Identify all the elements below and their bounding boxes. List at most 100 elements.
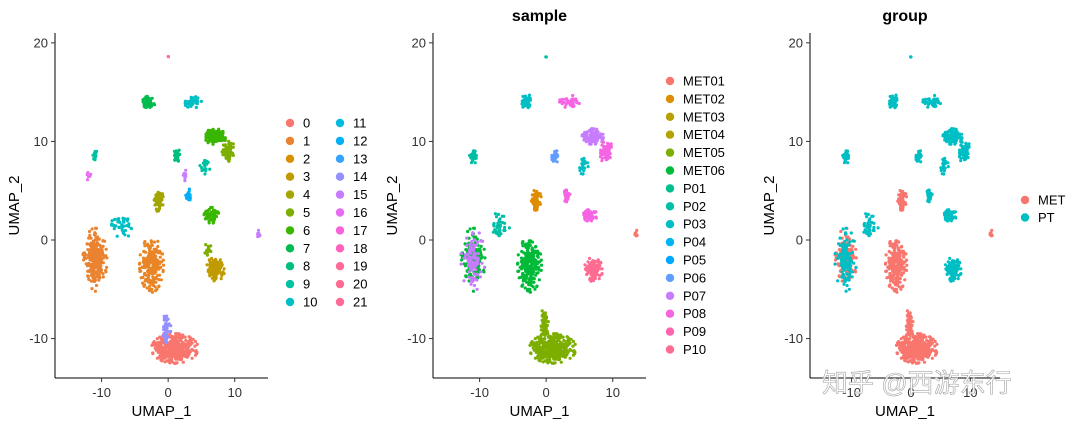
legend-item: MET03	[666, 109, 725, 124]
scatter-point	[547, 320, 550, 323]
scatter-point	[540, 195, 543, 198]
scatter-point	[569, 349, 572, 352]
scatter-point	[105, 248, 108, 251]
cluster-points	[884, 239, 909, 294]
legend-key	[666, 131, 674, 139]
scatter-point	[571, 345, 574, 348]
scatter-point	[204, 167, 207, 170]
cluster-points	[582, 208, 598, 222]
scatter-point	[915, 362, 918, 365]
scatter-point	[147, 264, 150, 267]
scatter-point	[483, 248, 486, 251]
scatter-point	[460, 252, 463, 255]
legend-label: P02	[683, 199, 706, 214]
legend-label: P01	[683, 181, 706, 196]
scatter-point	[184, 194, 187, 197]
scatter-point	[896, 352, 899, 355]
legend-item: P03	[666, 217, 706, 232]
legend-label: 17	[353, 223, 367, 238]
scatter-point	[919, 149, 922, 152]
scatter-point	[551, 350, 554, 353]
scatter-point	[950, 219, 953, 222]
scatter-point	[590, 127, 593, 130]
scatter-point	[572, 105, 575, 108]
legend-label: 13	[353, 151, 367, 166]
scatter-point	[570, 338, 573, 341]
legend-key	[666, 292, 674, 300]
scatter-point	[840, 261, 843, 264]
scatter-point	[903, 344, 906, 347]
x-tick-label: 0	[165, 385, 172, 400]
scatter-point	[889, 95, 892, 98]
scatter-point	[958, 155, 961, 158]
legend-key	[666, 327, 674, 335]
scatter-point	[475, 243, 478, 246]
scatter-point	[210, 257, 213, 260]
scatter-points	[82, 55, 262, 365]
scatter-point	[963, 156, 966, 159]
scatter-point	[842, 242, 845, 245]
cluster-points	[468, 149, 478, 164]
legend-label: P06	[683, 270, 706, 285]
scatter-point	[181, 336, 184, 339]
scatter-point	[98, 260, 101, 263]
scatter-point	[93, 155, 96, 158]
scatter-point	[156, 245, 159, 248]
legend-key	[286, 119, 294, 127]
scatter-point	[517, 270, 520, 273]
scatter-point	[554, 352, 557, 355]
scatter-point	[529, 352, 532, 355]
y-tick-label: 10	[412, 134, 426, 149]
scatter-point	[919, 335, 922, 338]
scatter-point	[851, 270, 854, 273]
scatter-point	[503, 226, 506, 229]
cluster-points	[516, 239, 543, 294]
scatter-point	[899, 277, 902, 280]
cluster-points	[182, 169, 188, 183]
scatter-point	[169, 355, 172, 358]
scatter-point	[209, 206, 212, 209]
scatter-point	[836, 279, 839, 282]
scatter-point	[581, 134, 584, 137]
scatter-point	[195, 352, 198, 355]
scatter-point	[963, 148, 966, 151]
scatter-point	[544, 329, 547, 332]
scatter-point	[899, 204, 902, 207]
scatter-point	[957, 277, 960, 280]
scatter-point	[91, 273, 94, 276]
scatter-point	[104, 269, 107, 272]
scatter-point	[560, 361, 563, 364]
scatter-point	[888, 100, 891, 103]
scatter-point	[195, 106, 198, 109]
scatter-point	[908, 347, 911, 350]
legend-key	[286, 280, 294, 288]
scatter-point	[885, 253, 888, 256]
scatter-point	[907, 323, 910, 326]
scatter-point	[531, 273, 534, 276]
scatter-point	[477, 257, 480, 260]
scatter-point	[920, 347, 923, 350]
scatter-point	[95, 284, 98, 287]
scatter-point	[476, 238, 479, 241]
scatter-point	[958, 149, 961, 152]
scatter-point	[215, 260, 218, 263]
scatter-point	[189, 336, 192, 339]
cluster-points	[944, 257, 963, 283]
scatter-point	[910, 317, 913, 320]
scatter-point	[178, 347, 181, 350]
scatter-point	[899, 288, 902, 291]
scatter-point	[587, 165, 590, 168]
legend-label: P09	[683, 324, 706, 339]
scatter-point	[928, 345, 931, 348]
scatter-point	[478, 231, 481, 234]
scatter-point	[891, 266, 894, 269]
scatter-point	[954, 216, 957, 219]
cluster-points	[583, 257, 603, 283]
scatter-point	[905, 333, 908, 336]
scatter-point	[127, 222, 130, 225]
legend-label: P03	[683, 217, 706, 232]
scatter-point	[122, 232, 125, 235]
scatter-point	[916, 160, 919, 163]
scatter-point	[549, 339, 552, 342]
scatter-point	[932, 338, 935, 341]
